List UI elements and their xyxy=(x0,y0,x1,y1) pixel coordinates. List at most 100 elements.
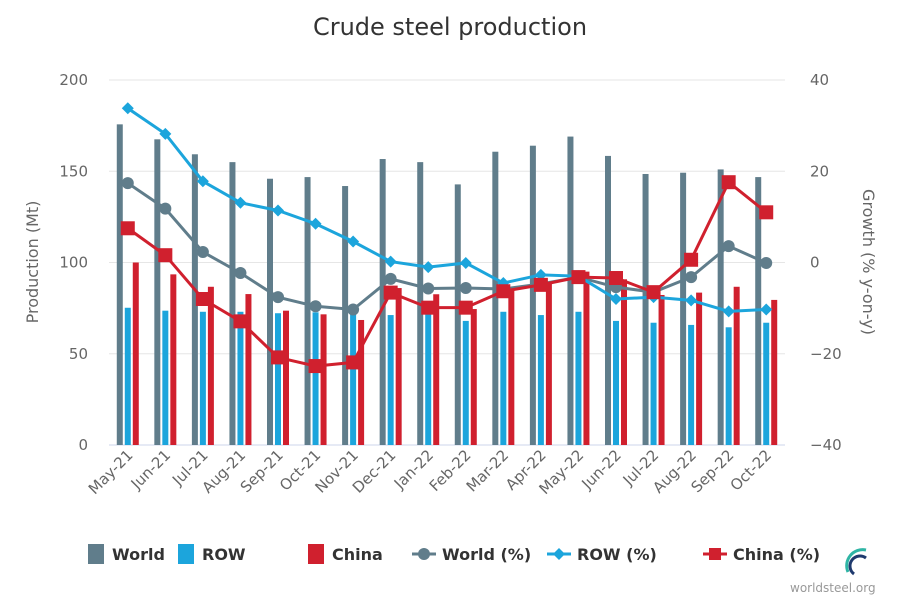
marker-diamond xyxy=(272,204,284,217)
marker-square xyxy=(721,175,736,190)
bar-row xyxy=(312,312,319,445)
bar-china xyxy=(433,294,440,445)
marker-square xyxy=(421,300,436,315)
bar-china xyxy=(283,310,289,445)
bar-world xyxy=(605,155,611,446)
legend-label: China xyxy=(332,545,383,564)
credit-text: worldsteel.org xyxy=(790,581,876,595)
y2-tick-label: 40 xyxy=(810,71,829,89)
marker-diamond xyxy=(159,127,172,140)
bar-world xyxy=(529,145,536,445)
y-tick-label: 0 xyxy=(78,436,88,454)
marker-diamond xyxy=(610,293,622,305)
x-tick-label: Jun-22 xyxy=(577,446,624,493)
marker-square xyxy=(684,252,699,267)
bar-world xyxy=(454,184,461,445)
bar-row xyxy=(725,327,732,445)
marker-square xyxy=(571,270,586,285)
y2-tick-label: 0 xyxy=(810,254,820,272)
x-tick-label: Sep-21 xyxy=(237,446,287,496)
legend-circle-marker xyxy=(418,548,430,560)
marker-circle xyxy=(722,240,735,253)
legend-swatch-china xyxy=(308,544,324,564)
marker-circle xyxy=(121,177,134,190)
bar-row xyxy=(237,311,244,445)
marker-diamond xyxy=(722,305,735,318)
bar-world xyxy=(191,154,198,445)
bar-china xyxy=(395,288,402,445)
y-tick-label: 200 xyxy=(59,71,88,89)
bar-china xyxy=(696,292,703,445)
bar-world xyxy=(304,177,311,445)
bar-china xyxy=(358,319,365,445)
bar-world xyxy=(492,151,499,445)
bar-row xyxy=(537,315,544,445)
marker-square xyxy=(496,284,511,299)
bar-row xyxy=(387,315,394,445)
bar-china xyxy=(470,309,477,445)
marker-square xyxy=(271,350,285,365)
marker-circle xyxy=(760,256,773,269)
x-tick-label: May-21 xyxy=(85,446,137,498)
bar-china xyxy=(132,262,139,445)
bar-row xyxy=(350,309,357,445)
bar-row xyxy=(575,311,582,445)
marker-circle xyxy=(309,300,322,313)
marker-diamond xyxy=(534,268,547,281)
marker-square xyxy=(158,248,173,263)
bars xyxy=(116,124,778,446)
bar-china xyxy=(733,286,740,445)
marker-diamond xyxy=(234,196,247,209)
bar-row xyxy=(500,311,507,445)
marker-diamond xyxy=(347,235,360,248)
bar-row xyxy=(763,322,770,445)
bar-world xyxy=(379,159,386,445)
marker-square xyxy=(533,277,548,292)
bar-china xyxy=(621,279,627,445)
marker-square xyxy=(120,221,135,236)
x-axis-ticks: May-21Jun-21Jul-21Aug-21Sep-21Oct-21Nov-… xyxy=(85,446,775,498)
marker-circle xyxy=(384,272,397,285)
marker-diamond xyxy=(196,175,209,188)
bar-world xyxy=(229,162,236,445)
bar-china xyxy=(245,294,252,445)
marker-circle xyxy=(685,271,698,284)
legend-swatch-row xyxy=(178,544,194,564)
marker-diamond xyxy=(760,303,773,316)
marker-circle xyxy=(272,291,284,304)
legend-label: China (%) xyxy=(733,545,820,564)
legend-diamond-marker xyxy=(553,548,565,560)
bar-world xyxy=(116,124,123,445)
bar-row xyxy=(688,324,695,445)
bar-china xyxy=(207,286,214,445)
marker-square xyxy=(308,359,323,374)
bar-row xyxy=(425,312,432,445)
bar-row xyxy=(275,313,281,445)
bar-world xyxy=(567,136,574,445)
marker-circle xyxy=(234,266,247,279)
legend-label: World (%) xyxy=(442,545,531,564)
marker-diamond xyxy=(309,217,322,230)
marker-square xyxy=(195,292,210,306)
y-tick-label: 50 xyxy=(69,345,88,363)
marker-circle xyxy=(459,282,472,295)
x-tick-label: Sep-22 xyxy=(687,446,737,496)
logo-arc-inner-icon xyxy=(848,554,867,576)
marker-square xyxy=(646,285,661,300)
marker-circle xyxy=(159,202,172,215)
marker-square xyxy=(383,285,398,300)
lines xyxy=(120,102,774,374)
bar-china xyxy=(658,294,665,445)
marker-diamond xyxy=(121,102,134,115)
y-tick-label: 100 xyxy=(59,254,88,272)
x-tick-label: Mar-22 xyxy=(463,446,512,495)
bar-world xyxy=(267,178,273,446)
bar-china xyxy=(771,299,778,445)
bar-world xyxy=(154,139,161,445)
logo-arc-icon xyxy=(845,548,867,573)
watermark-logo xyxy=(845,548,867,576)
bar-china xyxy=(170,274,177,445)
bar-row xyxy=(650,322,657,445)
y-axis-left-title: Production (Mt) xyxy=(23,201,42,324)
